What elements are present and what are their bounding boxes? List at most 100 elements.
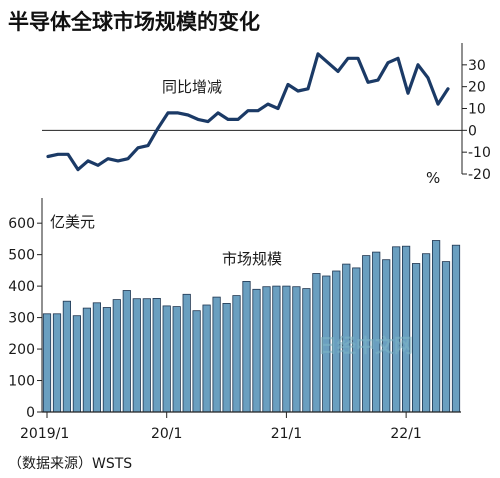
market-size-bar <box>222 302 231 413</box>
bar-y-axis: 0 100 200 300 400 500 600 <box>8 198 43 421</box>
market-size-bar <box>232 295 241 413</box>
yoy-data-point <box>386 61 390 64</box>
bar-y-tick-label: 600 <box>8 216 35 232</box>
line-y-tick-label: 30 <box>468 58 486 74</box>
yoy-data-point <box>316 52 320 56</box>
source-note: （数据来源）WSTS <box>8 456 132 472</box>
line-y-tick-label: 20 <box>468 80 486 96</box>
market-size-bar <box>162 305 171 413</box>
market-size-bar <box>212 296 221 413</box>
chart-title: 半导体全球市场规模的变化 <box>8 10 260 34</box>
yoy-data-point <box>136 146 140 150</box>
market-size-bar <box>182 293 191 413</box>
bar-y-tick-label: 100 <box>8 374 35 390</box>
line-series-label: 同比增减 <box>162 78 222 96</box>
line-y-axis: -20 -10 0 10 20 30 <box>42 43 491 183</box>
yoy-data-point <box>426 76 430 80</box>
bar-y-tick-label: 0 <box>26 405 35 421</box>
line-unit-label: % <box>426 169 440 187</box>
yoy-data-point <box>56 153 60 156</box>
yoy-data-point <box>126 157 130 161</box>
yoy-data-point <box>146 144 150 147</box>
bar-series-label: 市场规模 <box>222 250 282 268</box>
market-size-bar <box>431 240 441 413</box>
market-size-bar <box>441 261 451 413</box>
yoy-data-point <box>236 118 240 121</box>
market-size-bar <box>202 304 211 413</box>
market-size-bar <box>132 298 141 413</box>
yoy-data-point <box>416 63 420 67</box>
market-size-bar <box>292 286 301 413</box>
market-size-bar <box>112 299 121 413</box>
yoy-data-point <box>206 120 210 123</box>
yoy-data-point <box>256 109 260 112</box>
bar-y-tick-label: 200 <box>8 342 35 358</box>
bar-y-tick-label: 300 <box>8 311 35 327</box>
yoy-data-point <box>266 102 270 106</box>
market-size-bar <box>142 298 151 413</box>
yoy-data-point <box>216 111 220 115</box>
market-size-bar <box>252 288 261 413</box>
market-size-bar <box>302 288 311 413</box>
yoy-data-point <box>66 153 70 156</box>
yoy-data-point <box>346 56 350 60</box>
market-size-bar <box>42 313 52 413</box>
yoy-data-point <box>296 89 300 93</box>
yoy-data-point <box>396 56 400 60</box>
line-y-tick-label: -20 <box>468 167 491 183</box>
market-size-bar <box>122 290 131 413</box>
market-size-bar <box>262 286 271 413</box>
yoy-data-point <box>176 111 180 115</box>
yoy-data-point <box>376 78 380 82</box>
yoy-data-point <box>406 91 410 95</box>
bar-y-tick-label: 400 <box>8 279 35 295</box>
watermark: 日经中文网 <box>318 334 413 357</box>
yoy-data-point <box>96 163 100 167</box>
market-size-bar <box>401 245 411 413</box>
market-size-bar <box>282 285 291 413</box>
market-size-bar <box>72 315 81 413</box>
x-tick-label: 20/1 <box>151 426 182 442</box>
yoy-data-point <box>336 70 340 73</box>
yoy-data-point <box>116 159 120 163</box>
yoy-data-point <box>76 168 80 171</box>
market-size-bar <box>451 244 461 413</box>
market-size-bar <box>372 251 381 413</box>
yoy-line-panel: 同比增减 % -20 -10 0 10 20 30 <box>42 43 491 187</box>
market-size-bar <box>242 280 251 413</box>
market-size-bar <box>411 263 421 413</box>
market-size-bar <box>362 255 371 413</box>
x-axis: 2019/1 20/1 21/1 22/1 <box>20 411 461 442</box>
yoy-data-point <box>356 56 360 60</box>
market-size-bar <box>102 307 111 413</box>
yoy-data-point <box>156 126 160 130</box>
bar-marks <box>42 240 461 413</box>
line-y-tick-label: 0 <box>468 123 477 139</box>
yoy-data-point <box>196 118 200 121</box>
line-y-tick-label: 10 <box>468 102 486 118</box>
market-size-bar <box>62 300 72 413</box>
yoy-data-point <box>246 109 250 112</box>
yoy-data-point <box>276 107 280 110</box>
yoy-data-point <box>106 157 110 161</box>
yoy-data-point <box>186 113 190 117</box>
market-size-bar <box>82 307 91 413</box>
market-size-bar <box>172 306 181 413</box>
market-size-bar <box>421 253 431 413</box>
market-size-bar <box>392 246 401 413</box>
yoy-data-point <box>306 87 310 91</box>
x-tick-label: 2019/1 <box>20 426 69 442</box>
yoy-data-point <box>286 83 290 86</box>
x-tick-label: 21/1 <box>271 426 302 442</box>
yoy-data-point <box>326 61 330 64</box>
market-size-bar <box>272 285 281 413</box>
yoy-data-point <box>446 87 450 91</box>
x-tick-label: 22/1 <box>390 426 421 442</box>
yoy-data-point <box>46 155 50 158</box>
market-size-bar <box>192 310 201 413</box>
market-size-bar <box>152 297 161 413</box>
yoy-data-point <box>226 118 230 121</box>
market-size-bar <box>92 302 101 413</box>
